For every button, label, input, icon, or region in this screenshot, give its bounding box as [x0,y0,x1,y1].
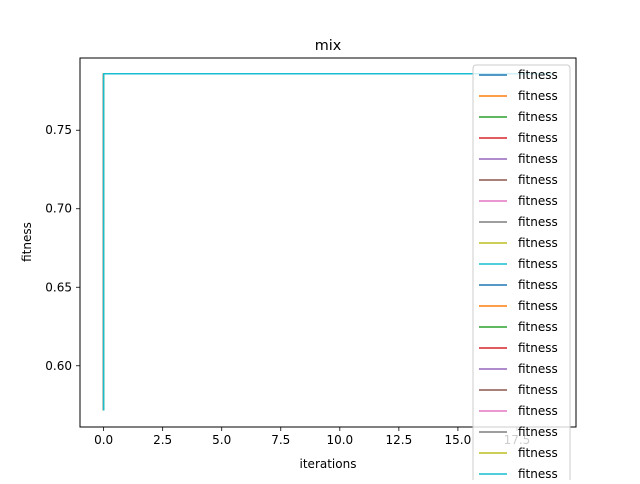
legend-entry-label: fitness [518,341,558,355]
legend-entry-label: fitness [518,89,558,103]
legend-entry-label: fitness [518,383,558,397]
x-tick-label: 10.0 [326,433,353,447]
x-tick-label: 0.0 [94,433,113,447]
legend-entry-label: fitness [518,236,558,250]
y-axis-label: fitness [20,222,34,262]
legend-entry-label: fitness [518,152,558,166]
x-axis-label: iterations [300,457,357,471]
y-tick-label: 0.65 [45,280,72,294]
legend-entry-label: fitness [518,467,558,480]
x-tick-label: 7.5 [271,433,290,447]
legend-box [472,64,571,484]
x-tick-label: 5.0 [212,433,231,447]
legend-entry-label: fitness [518,404,558,418]
y-tick-label: 0.70 [45,202,72,216]
legend-entry-label: fitness [518,257,558,271]
x-tick-label: 2.5 [153,433,172,447]
legend-entry-label: fitness [518,362,558,376]
y-tick-label: 0.60 [45,359,72,373]
legend: fitness fitness fitness fitness fitness fitne… [472,64,571,484]
plot-frame [79,57,577,428]
x-tick-label: 12.5 [385,433,412,447]
y-axis-ticks: 0.60 0.65 0.70 0.75 [45,123,80,373]
legend-entry-label: fitness [518,215,558,229]
legend-entry-label: fitness [518,446,558,460]
legend-entry-label: fitness [518,173,558,187]
x-tick-label: 15.0 [445,433,472,447]
legend-entry-label: fitness [518,320,558,334]
legend-entry-label: fitness [518,299,558,313]
legend-entry-label: fitness [518,278,558,292]
y-tick-label: 0.75 [45,123,72,137]
chart-title: mix [315,38,342,54]
legend-entry-label: fitness [518,131,558,145]
legend-entry-label: fitness [518,110,558,124]
legend-entry-label: fitness [518,425,558,439]
legend-entry-label: fitness [518,194,558,208]
legend-entry-label: fitness [518,68,558,82]
